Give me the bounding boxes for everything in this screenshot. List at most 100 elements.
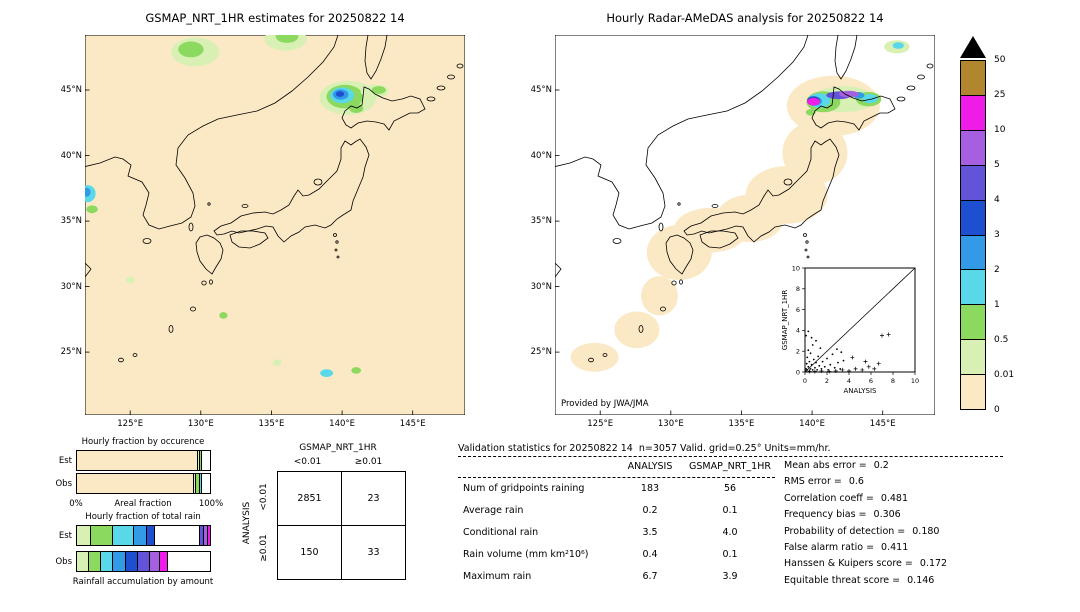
- bar-segment-1: [99, 552, 112, 571]
- bar-segment-0: [77, 451, 197, 470]
- contingency-cell-00: 2851: [277, 471, 342, 526]
- stat-gsmap: 0.1: [722, 549, 738, 560]
- inset-x-tick: 0: [803, 377, 807, 385]
- areal-fraction-0: 0%: [69, 499, 83, 509]
- inset-x-tick: 4: [847, 377, 851, 385]
- scatter-cross: [847, 368, 851, 373]
- stat-analysis: 6.7: [642, 571, 658, 582]
- lon-tick-label: 125°E: [117, 419, 144, 429]
- bar-segment-5: [203, 526, 208, 545]
- scatter-dot: [809, 352, 812, 355]
- metric-value: 0.481: [880, 492, 909, 504]
- precip-blob-0.5: [351, 367, 362, 374]
- scatter-dot: [810, 336, 813, 339]
- bar-segment-0.01: [77, 526, 91, 545]
- scatter-cross: [860, 367, 865, 372]
- score-metrics: Mean abs error = 0.2 RMS error = 0.6 Corre…: [784, 460, 947, 591]
- left-map-ticks: [85, 89, 414, 415]
- lat-tick-label: 25°N: [60, 347, 82, 358]
- lon-tick-label: 145°E: [869, 419, 896, 429]
- occurrence-est-label: Est: [58, 456, 72, 466]
- colorbar-tick-label: 1: [994, 300, 1000, 310]
- stat-analysis: 0.2: [642, 505, 658, 516]
- occurrence-chart-title: Hourly fraction by occurence: [81, 437, 205, 447]
- metric-label: Probability of detection =: [784, 525, 906, 537]
- scatter-dot: [815, 361, 817, 364]
- scatter-dot: [820, 368, 823, 370]
- stat-label: Num of gridpoints raining: [463, 483, 585, 494]
- colorbar-tick-label: 0.5: [994, 335, 1009, 345]
- scatter-dot: [806, 369, 809, 371]
- stat-label: Maximum rain: [463, 571, 532, 582]
- metric-label: Frequency bias =: [784, 509, 867, 521]
- precip-blob-0.5: [275, 35, 299, 43]
- occurrence-obs-bar: [76, 473, 211, 494]
- precip-blob-0.5: [178, 41, 204, 58]
- bar-segment-2: [111, 552, 125, 571]
- lon-tick-label: 125°E: [587, 419, 614, 429]
- scatter-dot: [816, 369, 818, 371]
- colorbar-segment-2: [961, 234, 985, 270]
- scatter-dot: [815, 339, 817, 342]
- scatter-cross: [863, 359, 868, 364]
- colorbar-segment-0.01: [961, 339, 985, 375]
- scatter-dot: [829, 363, 832, 366]
- stat-label: Conditional rain: [463, 527, 539, 538]
- scatter-dot: [814, 366, 816, 369]
- lat-tick-label: 45°N: [530, 85, 552, 96]
- scatter-cross: [819, 368, 824, 373]
- scatter-dot: [842, 359, 845, 362]
- colorbar-tick-label: 10: [994, 125, 1006, 135]
- scatter-dot: [805, 334, 807, 337]
- scatter-cross: [866, 364, 871, 369]
- metric-row: Frequency bias = 0.306: [784, 509, 947, 525]
- scatter-dot: [833, 366, 836, 369]
- lat-tick-label: 35°N: [60, 216, 82, 227]
- colorbar-tick-label: 25: [994, 90, 1006, 100]
- bar-segment-0.01: [77, 552, 88, 571]
- bar-segment-3: [124, 552, 137, 571]
- stat-label: Average rain: [463, 505, 524, 516]
- precip-blob-3: [335, 91, 345, 97]
- lat-tick-label: 40°N: [60, 150, 82, 161]
- inset-y-tick: 8: [796, 285, 800, 293]
- inset-y-tick: 4: [796, 327, 800, 335]
- metric-label: Mean abs error =: [784, 460, 867, 471]
- metric-value: 0.306: [873, 509, 901, 521]
- scatter-dot: [821, 360, 824, 363]
- colorbar-segment-5: [961, 129, 985, 165]
- metric-value: 0.180: [912, 525, 940, 537]
- contingency-row-label-1: ≥0.01: [259, 534, 269, 562]
- scatter-dot: [807, 365, 810, 368]
- scatter-dot: [837, 361, 839, 364]
- precip-blob-1: [862, 94, 878, 104]
- colorbar-tick-label: 3: [994, 230, 1000, 240]
- totalrain-obs-bar: [76, 551, 211, 572]
- metric-label: Equitable threat score =: [784, 574, 901, 586]
- scatter-dot: [809, 368, 812, 370]
- bar-segment-white: [200, 474, 210, 493]
- bar-segment-0.5: [90, 526, 112, 545]
- stat-label: Rain volume (mm km²10⁶): [463, 549, 589, 560]
- contingency-row-group: ANALYSIS: [242, 501, 252, 545]
- precip-blob-1: [320, 369, 333, 377]
- right-map-canvas: 00 2 2 4 4 6 6 8 8 10 10 ANALYSIS GSMAP_NRT_1HR: [555, 35, 935, 415]
- lon-tick-label: 140°E: [799, 419, 826, 429]
- metric-label: Hanssen & Kuipers score =: [784, 558, 913, 570]
- inset-x-tick: 6: [869, 377, 873, 385]
- inset-y-tick: 6: [796, 306, 800, 314]
- metric-row: Probability of detection = 0.180: [784, 526, 947, 542]
- scatter-cross: [880, 333, 884, 338]
- metric-row: RMS error = 0.6: [784, 476, 947, 492]
- scatter-dot: [817, 355, 820, 358]
- stat-analysis: 183: [640, 483, 660, 494]
- data-credit: Provided by JWA/JMA: [561, 399, 649, 409]
- scatter-dot: [812, 358, 815, 361]
- bar-segment-white: [200, 451, 210, 470]
- colorbar-tick-label: 5: [994, 160, 1000, 170]
- bar-segment-0.5: [198, 451, 201, 470]
- colorbar: [960, 60, 986, 410]
- scatter-dot: [811, 344, 814, 346]
- metric-row: False alarm ratio = 0.411: [784, 542, 947, 558]
- areal-fraction-label: Areal fraction: [114, 499, 172, 509]
